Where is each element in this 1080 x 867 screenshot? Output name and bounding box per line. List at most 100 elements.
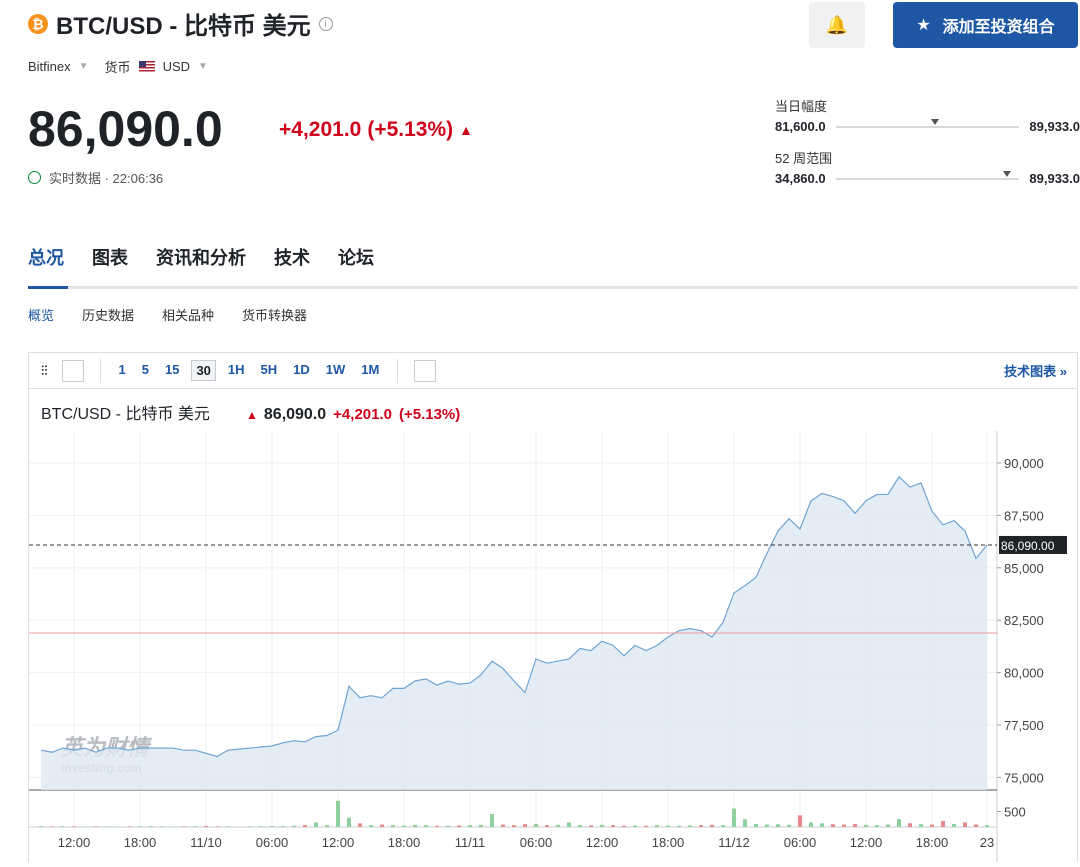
area-icon[interactable] (62, 360, 84, 382)
volume-bar (413, 825, 417, 827)
interval-button[interactable]: 30 (191, 360, 215, 381)
subtab[interactable]: 货币转换器 (242, 305, 307, 324)
volume-bar (424, 825, 428, 827)
interval-button[interactable]: 1 (115, 360, 130, 381)
volume-bar (105, 826, 109, 827)
volume-bar (391, 825, 395, 827)
volume-bar (732, 809, 736, 828)
realtime-text: 实时数据 · 22:06:36 (49, 168, 163, 187)
change-pct: (+5.13%) (367, 118, 453, 142)
volume-bar (138, 826, 142, 827)
last-price-label: 86,090.00 (1001, 539, 1055, 553)
chart-header-quote: ▲86,090.0+4,201.0(+5.13%) (246, 406, 460, 423)
volume-bar (446, 826, 450, 827)
subtabs: 概览 历史数据 相关品种 货币转换器 (28, 305, 307, 324)
tech-chart-link[interactable]: 技术图表 » (1004, 361, 1067, 380)
tab[interactable]: 论坛 (338, 244, 374, 270)
interval-button[interactable]: 1H (224, 360, 249, 381)
volume-bar (721, 825, 725, 827)
volume-tick-label: 500 (1004, 805, 1026, 820)
volume-bar (809, 822, 813, 827)
volume-bar (589, 825, 593, 827)
volume-bar (336, 801, 340, 827)
tab[interactable]: 资讯和分析 (156, 244, 246, 270)
currency[interactable]: USD (163, 59, 190, 74)
volume-bar (952, 824, 956, 827)
volume-bar (853, 824, 857, 827)
exchange[interactable]: Bitfinex (28, 59, 71, 74)
tab-active (28, 286, 68, 289)
volume-bar (358, 823, 362, 827)
interval-button[interactable]: 15 (161, 360, 183, 381)
volume-bar (281, 826, 285, 827)
x-tick-label: 12:00 (586, 835, 619, 850)
range-high: 89,933.0 (1029, 171, 1080, 186)
x-tick-label: 11/12 (718, 835, 750, 850)
volume-bar (127, 826, 131, 827)
volume-bar (468, 825, 472, 827)
range-marker (1003, 171, 1011, 177)
info-icon[interactable]: i (319, 17, 333, 31)
x-tick-label: 12:00 (322, 835, 355, 850)
volume-bar (314, 822, 318, 827)
volume-bar (523, 824, 527, 827)
volume-bar (39, 826, 43, 827)
volume-bar (248, 826, 252, 827)
volume-bar (754, 824, 758, 827)
subtab[interactable]: 相关品种 (162, 305, 214, 324)
x-tick-label: 06:00 (784, 835, 817, 850)
tab[interactable]: 图表 (92, 244, 128, 270)
volume-bar (688, 825, 692, 827)
interval-button[interactable]: 1W (322, 360, 350, 381)
tabs: 总况 图表 资讯和分析 技术 论坛 (28, 244, 374, 270)
interval-button[interactable]: 5H (257, 360, 282, 381)
volume-bar (765, 825, 769, 827)
volume-bar (567, 822, 571, 827)
y-tick-label: 90,000 (1004, 456, 1044, 471)
interval-button[interactable]: 1D (289, 360, 314, 381)
change-abs: +4,201.0 (279, 118, 361, 142)
x-tick-label: 18:00 (388, 835, 421, 850)
volume-bar (864, 825, 868, 827)
tab[interactable]: 技术 (274, 244, 310, 270)
volume-bar (149, 826, 153, 827)
volume-bar (270, 826, 274, 827)
add-portfolio-text[interactable]: 添加至投资组合 (943, 13, 1055, 37)
tab[interactable]: 总况 (28, 244, 64, 270)
volume-bar (545, 825, 549, 827)
layout-icon[interactable] (414, 360, 436, 382)
alert-button[interactable]: 🔔 (809, 2, 865, 48)
volume-bar (226, 826, 230, 827)
volume-bar (380, 825, 384, 827)
change: +4,201.0(+5.13%)▲ (279, 118, 473, 142)
y-tick-label: 80,000 (1004, 666, 1044, 681)
volume-bar (600, 825, 604, 827)
volume-bar (974, 825, 978, 827)
volume-bar (479, 825, 483, 827)
title-text: BTC/USD - 比特币 美元 (56, 6, 311, 41)
volume-bar (490, 814, 494, 827)
y-tick-label: 85,000 (1004, 561, 1044, 576)
add-portfolio-button[interactable]: ★添加至投资组合 (893, 2, 1078, 48)
x-tick-label: 12:00 (58, 835, 91, 850)
volume-bar (215, 826, 219, 827)
volume-bar (193, 826, 197, 827)
volume-bar (578, 825, 582, 827)
interval-button[interactable]: 5 (138, 360, 153, 381)
subtab[interactable]: 历史数据 (82, 305, 134, 324)
volume-bar (94, 826, 98, 827)
subtab[interactable]: 概览 (28, 305, 54, 324)
volume-bar (930, 825, 934, 827)
volume-bar (787, 825, 791, 827)
volume-bar (347, 818, 351, 827)
y-tick-label: 82,500 (1004, 613, 1044, 628)
interval-button[interactable]: 1M (357, 360, 383, 381)
range-label: 当日幅度 (775, 96, 1080, 115)
candle-icon[interactable]: ⫶⫶ (41, 363, 48, 379)
